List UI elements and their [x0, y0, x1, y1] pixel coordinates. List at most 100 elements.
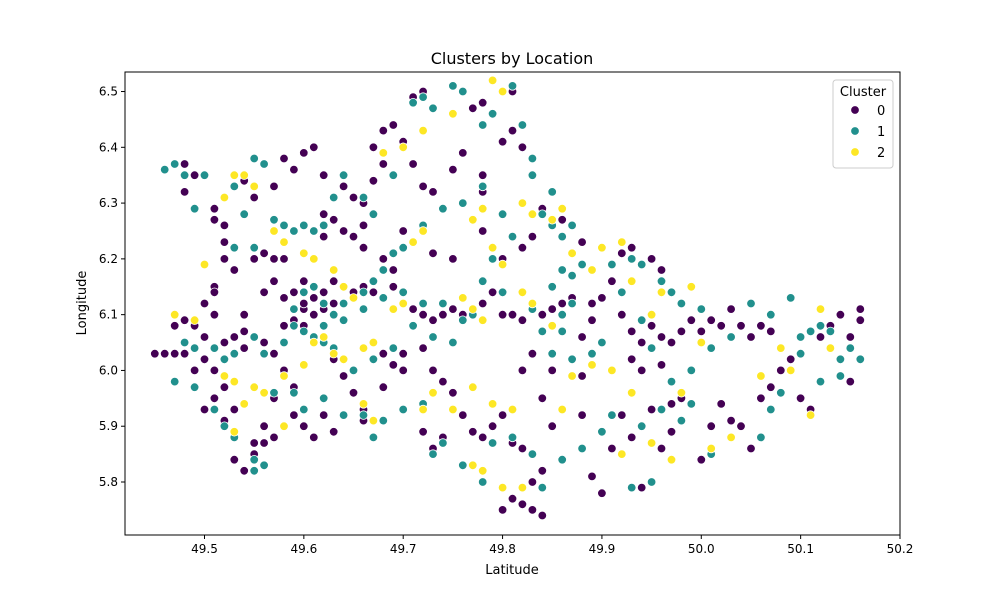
data-point-cluster-1: [458, 315, 468, 325]
data-point-cluster-2: [497, 86, 508, 97]
data-point-cluster-0: [398, 365, 408, 376]
data-point-cluster-2: [259, 388, 269, 398]
data-point-cluster-1: [319, 298, 329, 309]
data-point-cluster-1: [587, 349, 597, 359]
data-point-cluster-2: [338, 354, 349, 365]
data-point-cluster-1: [179, 170, 190, 180]
y-axis-label: Longitude: [75, 271, 90, 336]
data-point-cluster-0: [458, 148, 468, 158]
data-point-cluster-1: [319, 321, 329, 331]
legend-label-cluster-1: 1: [877, 125, 885, 140]
data-point-cluster-0: [716, 399, 726, 409]
data-point-cluster-0: [239, 326, 249, 337]
data-point-cluster-1: [497, 287, 508, 298]
data-point-cluster-1: [487, 438, 498, 448]
data-point-cluster-1: [845, 343, 856, 353]
data-point-cluster-1: [179, 337, 190, 348]
y-tick-label: 6.0: [99, 363, 118, 377]
data-point-cluster-1: [209, 404, 220, 415]
data-point-cluster-1: [607, 259, 617, 270]
data-point-cluster-2: [646, 310, 657, 320]
data-point-cluster-0: [786, 354, 796, 365]
data-point-cluster-2: [517, 287, 528, 298]
x-tick-label: 50.0: [688, 542, 715, 556]
data-point-cluster-1: [656, 404, 667, 415]
data-point-cluster-1: [368, 209, 379, 219]
data-point-cluster-0: [795, 393, 806, 404]
data-point-cluster-0: [458, 410, 468, 420]
data-point-cluster-1: [676, 415, 687, 426]
data-point-cluster-1: [289, 388, 299, 398]
data-point-cluster-0: [338, 371, 349, 381]
data-point-cluster-1: [299, 287, 309, 298]
data-point-cluster-0: [179, 349, 190, 359]
data-point-cluster-0: [517, 443, 528, 454]
data-point-cluster-1: [577, 259, 587, 270]
data-point-cluster-1: [637, 421, 647, 431]
data-point-cluster-0: [537, 466, 548, 476]
data-point-cluster-2: [199, 259, 210, 270]
data-point-cluster-1: [259, 349, 269, 359]
data-point-cluster-1: [756, 432, 766, 443]
data-point-cluster-0: [627, 326, 637, 337]
data-point-cluster-0: [527, 505, 538, 515]
data-point-cluster-0: [388, 360, 399, 370]
data-point-cluster-0: [448, 304, 458, 314]
data-point-cluster-0: [855, 315, 866, 325]
data-point-cluster-1: [487, 109, 498, 119]
data-point-cluster-1: [766, 310, 776, 320]
data-point-cluster-1: [259, 460, 269, 471]
data-point-cluster-0: [378, 382, 389, 392]
data-point-cluster-2: [368, 337, 379, 348]
data-point-cluster-0: [478, 170, 488, 180]
data-point-cluster-0: [388, 282, 399, 292]
data-point-cluster-1: [159, 164, 170, 175]
data-point-cluster-2: [378, 148, 389, 158]
data-point-cluster-0: [259, 287, 269, 298]
data-point-cluster-0: [537, 393, 548, 404]
data-point-cluster-0: [766, 382, 776, 392]
data-point-cluster-0: [815, 332, 826, 342]
data-point-cluster-0: [646, 321, 657, 331]
data-point-cluster-0: [219, 254, 230, 264]
data-point-cluster-0: [706, 315, 716, 325]
data-point-cluster-0: [378, 159, 389, 169]
data-point-cluster-0: [666, 337, 677, 348]
data-point-cluster-0: [497, 310, 508, 320]
data-point-cluster-0: [517, 315, 528, 325]
data-point-cluster-0: [597, 293, 607, 303]
data-point-cluster-0: [517, 142, 528, 153]
data-point-cluster-0: [587, 298, 597, 309]
data-point-cluster-0: [169, 349, 180, 359]
data-point-cluster-1: [726, 332, 736, 342]
x-tick-label: 49.7: [390, 542, 417, 556]
data-point-cluster-1: [408, 97, 418, 108]
data-point-cluster-0: [726, 415, 736, 426]
x-tick-label: 49.9: [589, 542, 616, 556]
data-point-cluster-0: [289, 410, 299, 420]
data-point-cluster-0: [209, 215, 220, 225]
data-point-cluster-2: [597, 242, 607, 253]
data-point-cluster-0: [418, 181, 428, 192]
data-point-cluster-0: [656, 332, 667, 342]
data-point-cluster-0: [378, 349, 389, 359]
data-point-cluster-2: [418, 226, 428, 236]
data-point-cluster-0: [378, 125, 389, 136]
data-point-cluster-1: [686, 365, 697, 376]
data-point-cluster-1: [368, 354, 379, 365]
data-point-cluster-0: [249, 192, 259, 203]
data-point-cluster-2: [329, 349, 339, 359]
data-point-cluster-1: [786, 293, 796, 303]
data-point-cluster-2: [478, 466, 488, 476]
data-point-cluster-0: [309, 310, 319, 320]
data-point-cluster-2: [229, 427, 240, 437]
data-point-cluster-1: [517, 120, 528, 130]
x-axis-label: Latitude: [485, 563, 539, 578]
data-point-cluster-2: [686, 282, 697, 292]
data-point-cluster-0: [279, 153, 289, 164]
data-point-cluster-0: [229, 404, 240, 415]
data-point-cluster-1: [627, 254, 637, 264]
data-point-cluster-1: [338, 298, 349, 309]
data-point-cluster-0: [428, 187, 438, 197]
